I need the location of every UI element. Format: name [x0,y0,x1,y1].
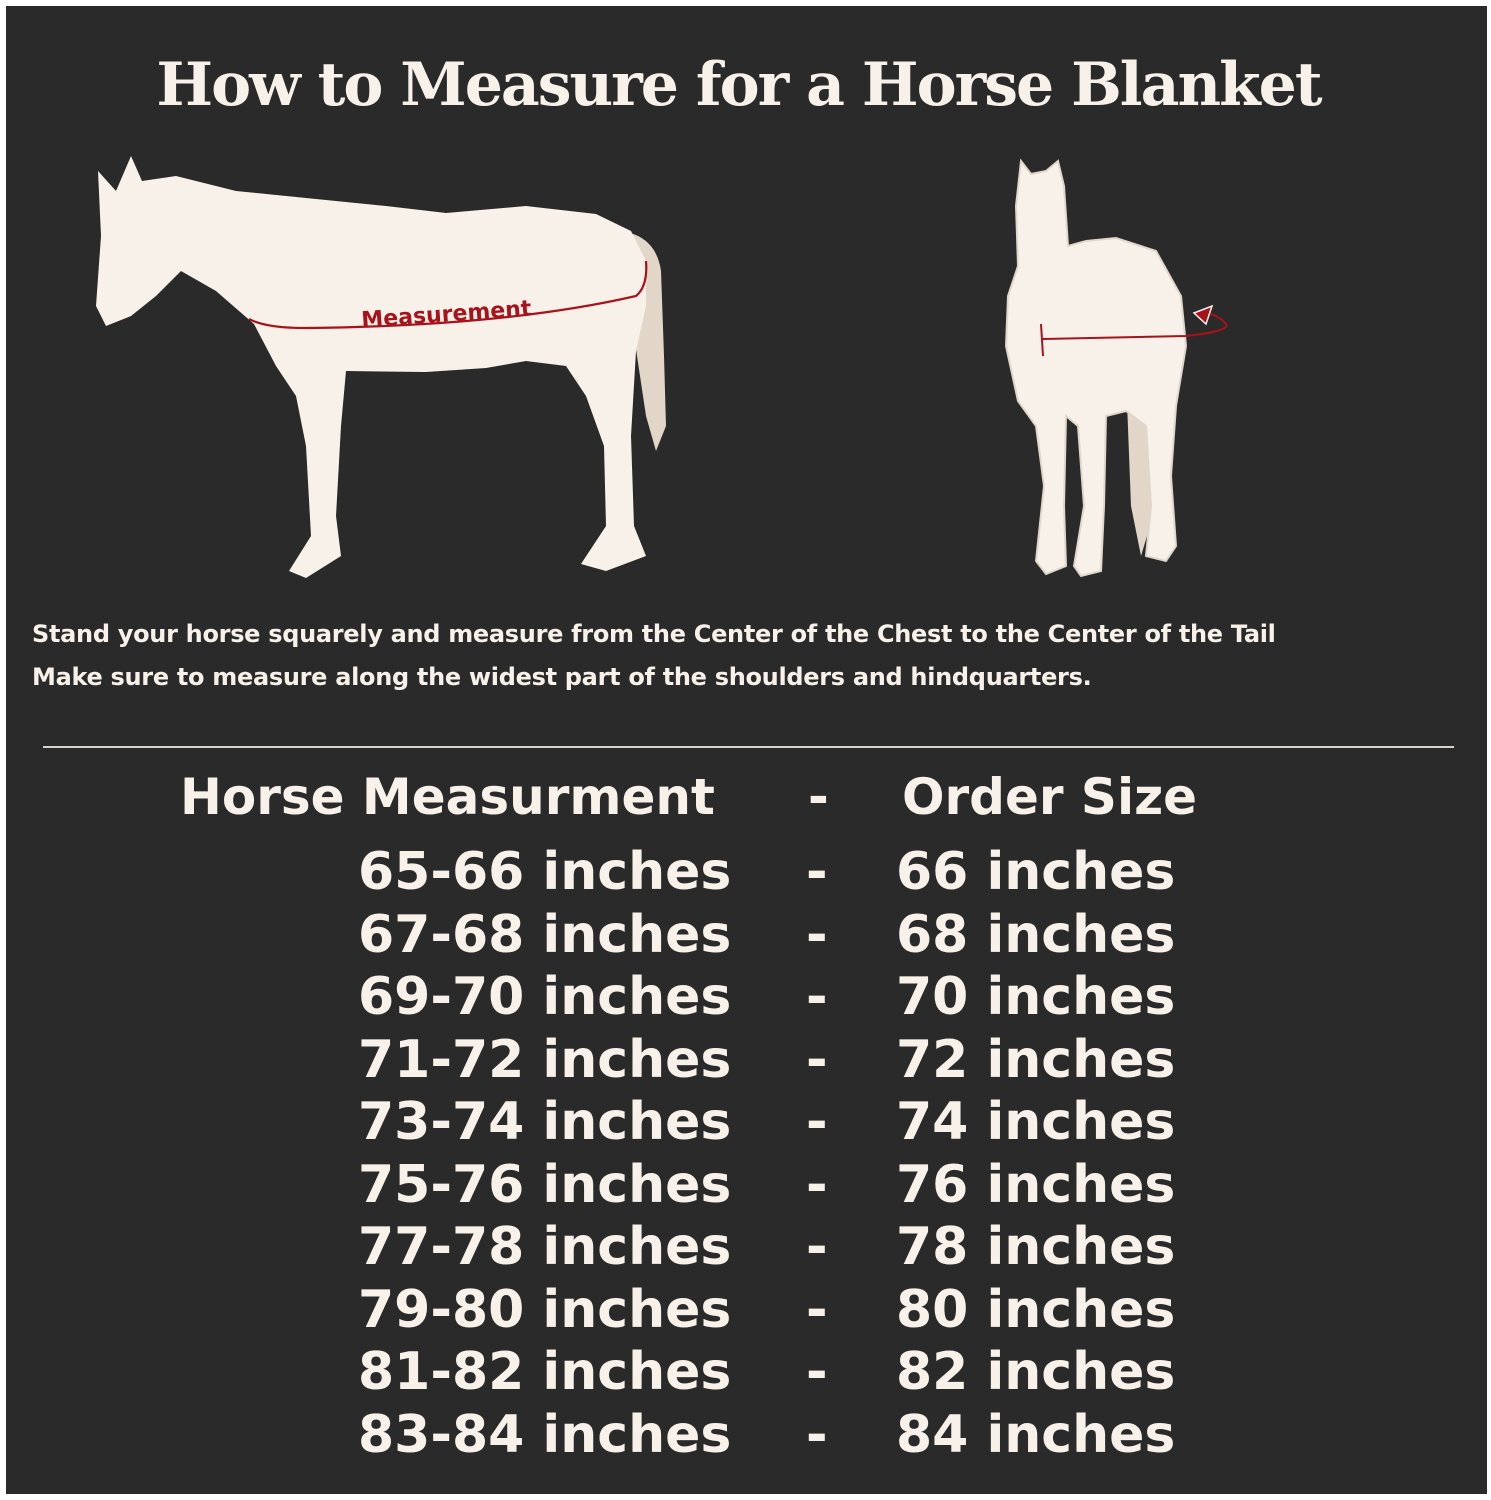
separator-cell: - [806,1217,828,1277]
side-view-horse: Measurement [96,156,666,578]
separator-cell: - [806,1279,828,1340]
separator-cell: - [806,1154,828,1215]
separator-cell: - [806,1342,828,1402]
instruction-line: Make sure to measure along the widest pa… [32,663,1092,691]
side-horse-body [96,156,646,578]
separator-cell: - [806,967,828,1027]
order-size-cell: 76 inches [896,1154,1176,1215]
measurement-cell: 65-66 inches [358,842,732,902]
measurement-cell: 83-84 inches [358,1404,732,1465]
horse-diagrams: Measurement [96,156,1228,578]
order-size-cell: 72 inches [896,1029,1176,1090]
header-horse-measurement: Horse Measurment [180,768,715,826]
arrow-head-icon [1192,304,1214,326]
dark-panel: How to Measure for a Horse Blanket Measu… [6,6,1487,1494]
measurement-cell: 79-80 inches [358,1279,732,1340]
front-horse-body [1004,158,1188,578]
measurement-cell: 81-82 inches [358,1342,732,1402]
order-size-cell: 78 inches [896,1217,1176,1277]
separator-cell: - [806,1404,828,1465]
front-measure-tick [1040,323,1044,357]
order-size-cell: 70 inches [896,967,1176,1027]
separator-cell: - [806,1092,828,1152]
order-size-cell: 68 inches [896,904,1176,965]
header-order-size: Order Size [902,768,1198,826]
measurement-cell: 71-72 inches [358,1029,732,1090]
measurement-cell: 67-68 inches [358,904,732,965]
order-size-cell: 66 inches [896,842,1176,902]
separator-cell: - [806,1029,828,1090]
measurement-cell: 75-76 inches [358,1154,732,1215]
divider [43,746,1454,748]
measurement-cell: 69-70 inches [358,967,732,1027]
measurement-cell: 73-74 inches [358,1092,732,1152]
order-size-cell: 84 inches [896,1404,1176,1465]
order-size-cell: 80 inches [896,1279,1176,1340]
order-size-cell: 74 inches [896,1092,1176,1152]
instruction-line: Stand your horse squarely and measure fr… [32,620,1276,648]
front-view-horse [1004,158,1228,578]
side-measure-line [248,260,648,330]
page-title: How to Measure for a Horse Blanket [156,50,1322,120]
separator-cell: - [806,842,828,902]
measurement-cell: 77-78 inches [358,1217,732,1277]
header-separator: - [808,768,829,826]
front-measure-line [1042,311,1228,340]
order-size-cell: 82 inches [896,1342,1176,1402]
separator-cell: - [806,904,828,965]
